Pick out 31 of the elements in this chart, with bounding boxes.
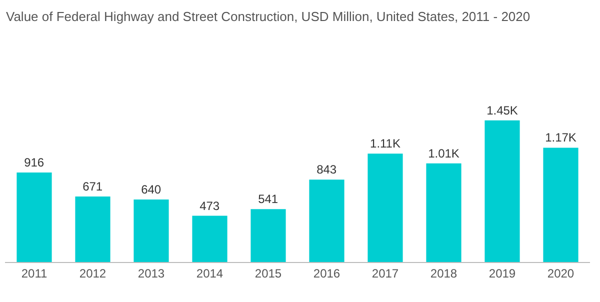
x-tick-label: 2018 xyxy=(430,266,458,280)
x-tick-label: 2015 xyxy=(254,266,282,280)
data-label: 671 xyxy=(82,179,103,194)
data-label: 916 xyxy=(24,156,44,170)
chart-title: Value of Federal Highway and Street Construction, USD Million, United States, 2011 - 2020 xyxy=(6,9,530,24)
x-tick-label: 2014 xyxy=(196,266,224,280)
data-label: 1.01K xyxy=(428,146,460,160)
x-tick-label: 2013 xyxy=(138,266,165,280)
data-label: 1.45K xyxy=(486,103,518,118)
data-label: 541 xyxy=(258,192,278,206)
bar xyxy=(543,148,578,262)
bar xyxy=(426,163,462,262)
data-label: 1.17K xyxy=(545,130,576,145)
bar xyxy=(134,200,169,262)
x-tick-label: 2011 xyxy=(21,266,48,280)
data-label: 640 xyxy=(141,182,162,196)
data-label: 843 xyxy=(316,162,337,177)
bar xyxy=(250,209,286,262)
x-tick-label: 2020 xyxy=(547,266,574,280)
bar xyxy=(16,172,52,262)
data-label: 1.11K xyxy=(370,136,400,151)
bar xyxy=(192,216,228,262)
bar xyxy=(484,120,520,262)
bar xyxy=(309,180,344,262)
bar xyxy=(75,196,110,262)
x-tick-label: 2017 xyxy=(372,266,399,280)
x-tick-label: 2012 xyxy=(79,266,106,280)
bar xyxy=(368,154,403,262)
data-label: 473 xyxy=(200,198,220,213)
x-tick-label: 2016 xyxy=(313,266,340,280)
x-tick-label: 2019 xyxy=(488,266,516,280)
